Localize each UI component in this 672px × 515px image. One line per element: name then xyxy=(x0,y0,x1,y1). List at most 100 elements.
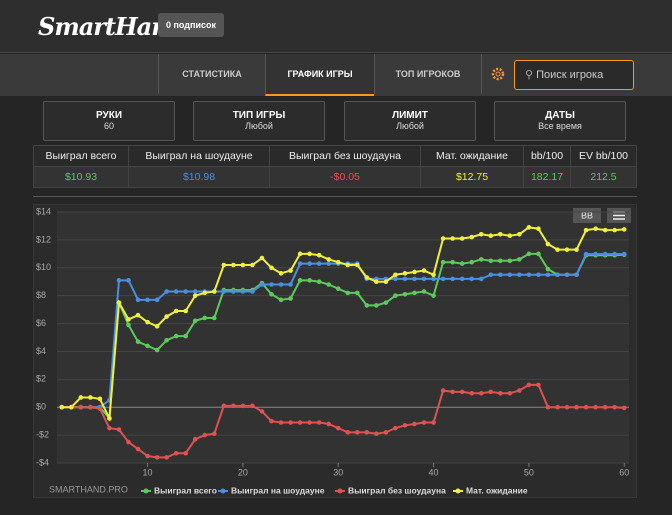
data-point xyxy=(135,312,141,318)
data-point xyxy=(612,227,617,233)
data-point xyxy=(431,293,436,298)
data-point xyxy=(88,404,93,410)
data-point xyxy=(183,333,188,339)
x-tick-label: 30 xyxy=(333,467,343,477)
data-point xyxy=(335,259,341,265)
data-point xyxy=(440,259,446,265)
data-point xyxy=(402,271,408,276)
data-point xyxy=(240,403,246,409)
filter[interactable]: ТИП ИГРЫ Любой xyxy=(193,101,325,141)
data-point xyxy=(145,343,150,349)
data-point xyxy=(412,276,417,282)
data-point xyxy=(383,430,389,435)
data-point xyxy=(250,262,255,268)
data-point xyxy=(326,261,332,266)
data-point xyxy=(183,308,188,314)
data-point xyxy=(612,404,617,410)
data-point xyxy=(383,279,389,285)
data-point xyxy=(364,430,370,435)
data-point xyxy=(297,278,303,283)
data-point xyxy=(269,282,274,287)
data-point xyxy=(221,289,227,294)
data-point xyxy=(307,278,312,283)
data-point xyxy=(164,314,169,319)
data-point xyxy=(135,339,141,344)
data-point xyxy=(288,420,293,425)
data-point xyxy=(583,227,589,233)
data-point xyxy=(240,262,246,268)
data-point xyxy=(307,420,312,425)
data-point xyxy=(278,282,284,287)
x-tick-label: 60 xyxy=(619,467,629,477)
data-point xyxy=(250,403,255,409)
data-point xyxy=(459,261,465,266)
data-point xyxy=(259,282,265,287)
settings-icon[interactable] xyxy=(490,66,506,82)
data-point xyxy=(412,269,417,275)
filter[interactable]: ДАТЫ Все время xyxy=(494,101,626,141)
data-point xyxy=(364,275,370,280)
data-point xyxy=(335,286,341,291)
data-point xyxy=(459,236,465,241)
data-point xyxy=(469,234,475,240)
data-point xyxy=(250,289,255,294)
x-tick-label: 20 xyxy=(238,467,248,477)
data-point xyxy=(602,404,608,410)
data-point xyxy=(545,272,551,278)
data-point xyxy=(593,404,598,410)
data-point xyxy=(393,272,398,278)
data-point xyxy=(297,261,303,266)
data-point xyxy=(316,279,322,285)
data-point xyxy=(612,251,617,257)
watermark: SMARTHAND.PRO xyxy=(49,484,128,494)
data-point xyxy=(231,403,236,409)
plot-area xyxy=(57,212,629,463)
data-point xyxy=(154,324,160,329)
data-point xyxy=(431,420,436,425)
data-point xyxy=(59,404,65,410)
legend-swatch xyxy=(143,488,149,494)
data-point xyxy=(402,276,408,282)
tab[interactable]: ТОП ИГРОКОВ xyxy=(374,54,482,94)
data-point xyxy=(507,233,513,239)
data-point xyxy=(555,272,560,278)
data-point xyxy=(507,390,513,396)
subscriptions-button[interactable]: 0 подписок xyxy=(158,13,224,37)
data-point xyxy=(335,425,341,431)
legend-label: Выиграл на шоудауне xyxy=(231,485,325,495)
tab-active[interactable]: ГРАФИК ИГРЫ xyxy=(265,54,374,96)
data-point xyxy=(116,427,122,432)
tab[interactable]: СТАТИСТИКА xyxy=(158,54,265,94)
y-tick-label: $14 xyxy=(36,206,51,216)
data-point xyxy=(164,455,169,460)
data-point xyxy=(374,279,379,285)
data-point xyxy=(564,404,570,410)
filter[interactable]: РУКИ 60 xyxy=(43,101,175,141)
data-point xyxy=(526,382,532,388)
nav-bar: СТАТИСТИКА ГРАФИК ИГРЫ ТОП ИГРОКОВ ⚲ Пои… xyxy=(0,54,672,96)
data-point xyxy=(574,404,579,410)
data-point xyxy=(231,262,236,268)
search-box[interactable]: ⚲ Поиск игрока xyxy=(514,60,634,90)
filter[interactable]: ЛИМИТ Любой xyxy=(344,101,476,141)
data-point xyxy=(97,406,103,411)
data-point xyxy=(326,257,332,262)
data-point xyxy=(450,259,455,265)
data-point xyxy=(355,430,360,435)
filter-value: 60 xyxy=(103,121,114,131)
data-point xyxy=(488,389,494,395)
data-point xyxy=(431,276,436,282)
x-tick-label: 10 xyxy=(143,467,153,477)
data-point xyxy=(564,272,570,278)
data-point xyxy=(593,226,598,232)
data-point xyxy=(555,404,560,410)
data-point xyxy=(202,315,208,321)
data-point xyxy=(88,395,93,400)
filter-label: ТИП ИГРЫ xyxy=(232,110,286,121)
data-point xyxy=(107,416,112,421)
data-point xyxy=(126,317,131,322)
data-point xyxy=(259,255,265,261)
data-point xyxy=(288,296,293,301)
data-point xyxy=(536,382,541,388)
data-point xyxy=(402,291,408,297)
